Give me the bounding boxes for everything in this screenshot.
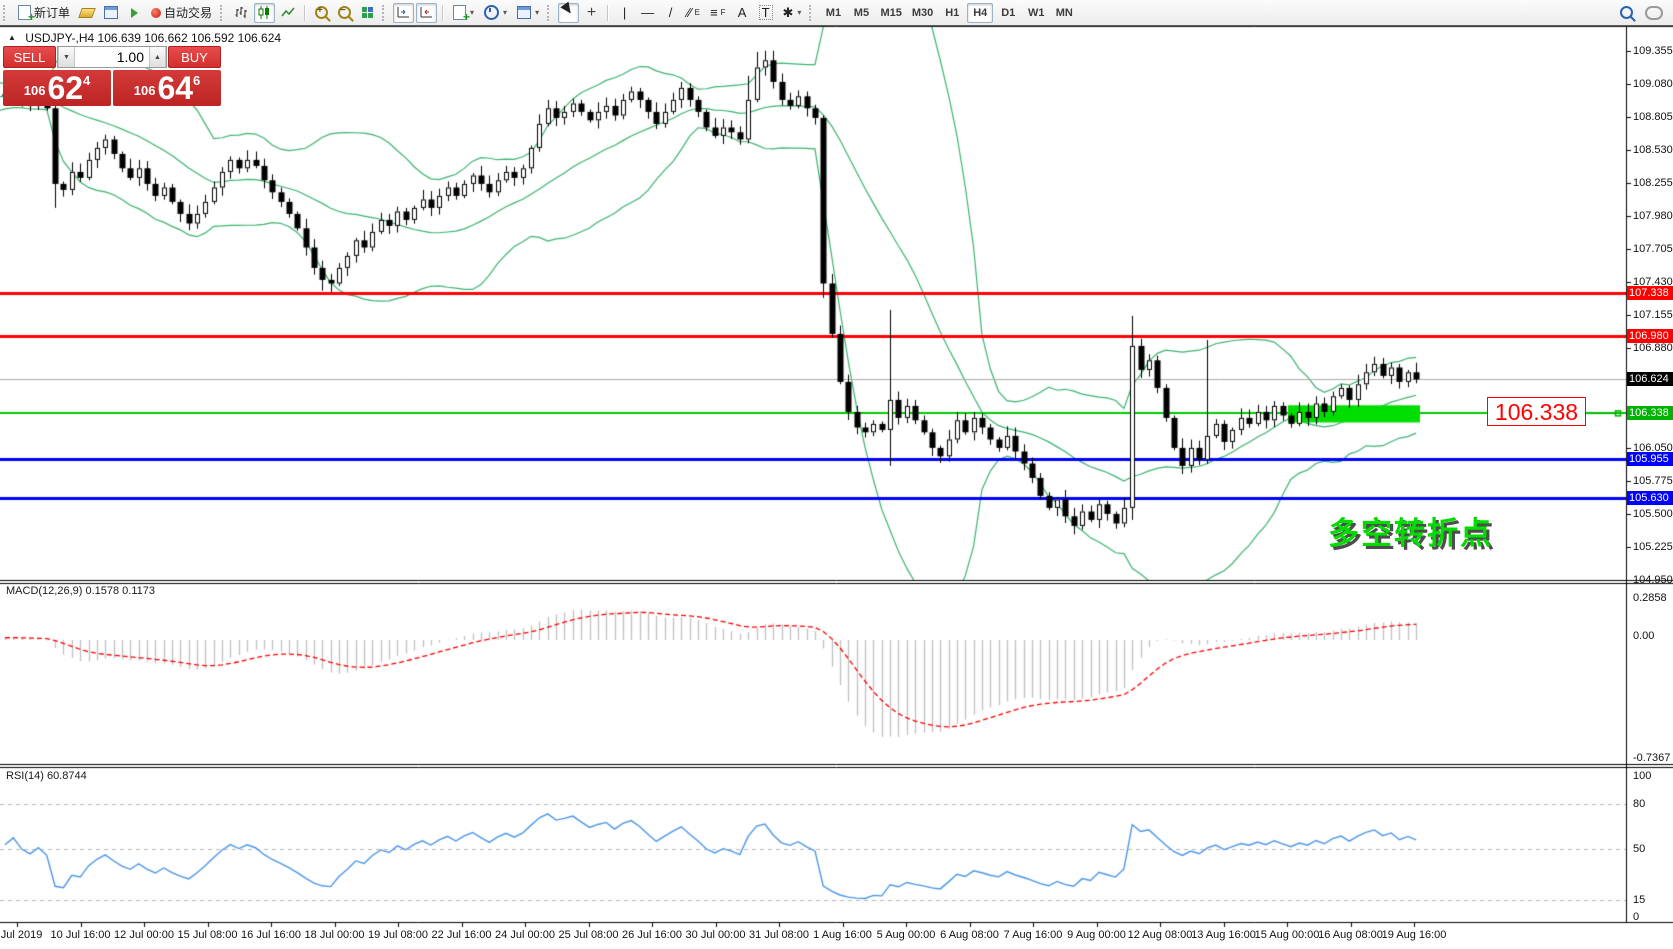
chat-icon[interactable] <box>1645 5 1663 20</box>
buy-price-main: 64 <box>157 70 194 107</box>
line-chart-button[interactable] <box>277 3 299 23</box>
tile-windows-icon <box>361 7 374 18</box>
trendline-icon: / <box>668 5 673 20</box>
candlestick-chart-icon <box>258 6 270 19</box>
fibonacci-sub-label: F <box>720 8 726 17</box>
timeframe-m15-button[interactable]: M15 <box>880 6 902 19</box>
auto-scroll-button[interactable] <box>393 2 415 23</box>
chart-shift-button[interactable] <box>416 2 438 23</box>
timeframe-mn-button[interactable]: MN <box>1055 6 1073 19</box>
buy-button[interactable]: BUY <box>168 46 221 68</box>
toolbar-grip[interactable] <box>809 4 816 21</box>
channel-icon: ∕∕ <box>687 5 692 20</box>
toolbar-grip[interactable] <box>3 4 10 21</box>
speaker-icon <box>131 7 139 18</box>
sell-button[interactable]: SELL <box>3 46 56 68</box>
tile-windows-button[interactable] <box>357 3 378 23</box>
fibonacci-tool-button[interactable]: ≡ F <box>706 3 729 23</box>
auto-scroll-icon <box>397 7 410 18</box>
line-chart-icon <box>281 7 295 17</box>
toolbar-grip[interactable] <box>220 4 227 21</box>
zoom-out-button[interactable] <box>334 3 355 23</box>
dropdown-arrow-icon[interactable]: ▾ <box>503 8 508 17</box>
bar-chart-icon <box>235 7 248 18</box>
one-click-trading-panel: SELL ▼ ▲ BUY 106 62 4 106 64 6 <box>3 46 221 106</box>
toolbar-separator <box>607 4 610 21</box>
indicators-button[interactable]: + ▾ <box>449 3 478 23</box>
timeframe-w1-button[interactable]: W1 <box>1028 6 1045 19</box>
template-icon <box>517 6 532 19</box>
vertical-line-icon: | <box>622 5 627 20</box>
templates-button[interactable]: ▾ <box>513 3 543 23</box>
alerts-button[interactable] <box>124 3 145 23</box>
indicators-icon: + <box>453 5 470 23</box>
volume-input[interactable] <box>75 47 149 67</box>
horizontal-line-icon: — <box>641 5 655 20</box>
new-order-button[interactable]: + 新订单 <box>14 3 74 23</box>
toolbar-grip[interactable] <box>547 4 554 21</box>
channel-tool-button[interactable]: ∕∕ E <box>683 3 704 23</box>
dropdown-arrow-icon[interactable]: ▾ <box>797 8 802 17</box>
new-order-icon: + <box>18 5 35 23</box>
text-label-icon: T <box>758 5 773 20</box>
bar-chart-button[interactable] <box>231 3 252 23</box>
crosshair-button[interactable]: + <box>581 3 602 23</box>
candlestick-chart-button[interactable] <box>254 2 276 23</box>
cursor-icon <box>559 1 578 21</box>
buy-price[interactable]: 106 64 6 <box>113 70 221 106</box>
eraser-button[interactable] <box>76 3 98 23</box>
timeframe-d1-button[interactable]: D1 <box>1001 6 1016 19</box>
volume-increase-button[interactable]: ▲ <box>149 47 166 67</box>
fibonacci-icon: ≡ <box>710 5 718 20</box>
dropdown-arrow-icon[interactable]: ▾ <box>470 8 475 17</box>
timeframe-h1-button[interactable]: H1 <box>945 6 960 19</box>
zoom-in-button[interactable] <box>311 3 332 23</box>
chart-window-icon <box>104 6 119 19</box>
sell-price-pip: 4 <box>83 73 91 88</box>
zoom-in-icon <box>315 5 329 19</box>
charts-window-button[interactable] <box>100 3 122 23</box>
autotrade-label: 自动交易 <box>164 6 213 20</box>
search-icon[interactable] <box>1620 6 1633 19</box>
text-tool-button[interactable]: A <box>732 3 753 23</box>
trendline-tool-button[interactable]: / <box>660 3 681 23</box>
timeframe-m30-button[interactable]: M30 <box>911 6 934 19</box>
chart-shift-icon <box>420 7 433 18</box>
sell-price-main: 62 <box>47 70 84 107</box>
buy-price-prefix: 106 <box>133 83 156 98</box>
shapes-icon: ✱ <box>782 5 794 20</box>
vertical-line-tool-button[interactable]: | <box>614 3 635 23</box>
text-tool-icon: A <box>737 5 747 20</box>
horizontal-line-tool-button[interactable]: — <box>637 3 658 23</box>
eraser-icon <box>78 7 96 18</box>
autotrade-status-icon <box>151 7 162 18</box>
clock-icon <box>484 5 500 20</box>
timeframe-m5-button[interactable]: M5 <box>853 6 870 19</box>
autotrade-button[interactable]: 自动交易 <box>147 3 216 23</box>
cursor-button[interactable] <box>558 1 580 23</box>
toolbar-grip[interactable] <box>382 4 389 21</box>
toolbar-separator <box>442 4 445 21</box>
text-label-tool-button[interactable]: T <box>755 3 777 23</box>
volume-decrease-button[interactable]: ▼ <box>58 47 75 67</box>
crosshair-icon: + <box>586 3 597 21</box>
channel-sub-label: E <box>694 8 700 17</box>
timeframe-h4-button[interactable]: H4 <box>967 2 994 23</box>
toolbar-separator <box>304 4 307 21</box>
new-order-label: 新订单 <box>34 6 71 20</box>
shapes-tool-button[interactable]: ✱ ▾ <box>779 3 806 23</box>
buy-price-pip: 6 <box>193 73 201 88</box>
sell-price-prefix: 106 <box>23 83 46 98</box>
zoom-out-icon <box>338 5 352 19</box>
toolbar: + 新订单 自动交易 + ▾ <box>0 0 1673 26</box>
sell-price[interactable]: 106 62 4 <box>3 70 111 106</box>
timeframe-m1-button[interactable]: M1 <box>825 6 842 19</box>
dropdown-arrow-icon[interactable]: ▾ <box>535 8 540 17</box>
periods-button[interactable]: ▾ <box>480 3 511 23</box>
volume-stepper: ▼ ▲ <box>57 46 167 68</box>
